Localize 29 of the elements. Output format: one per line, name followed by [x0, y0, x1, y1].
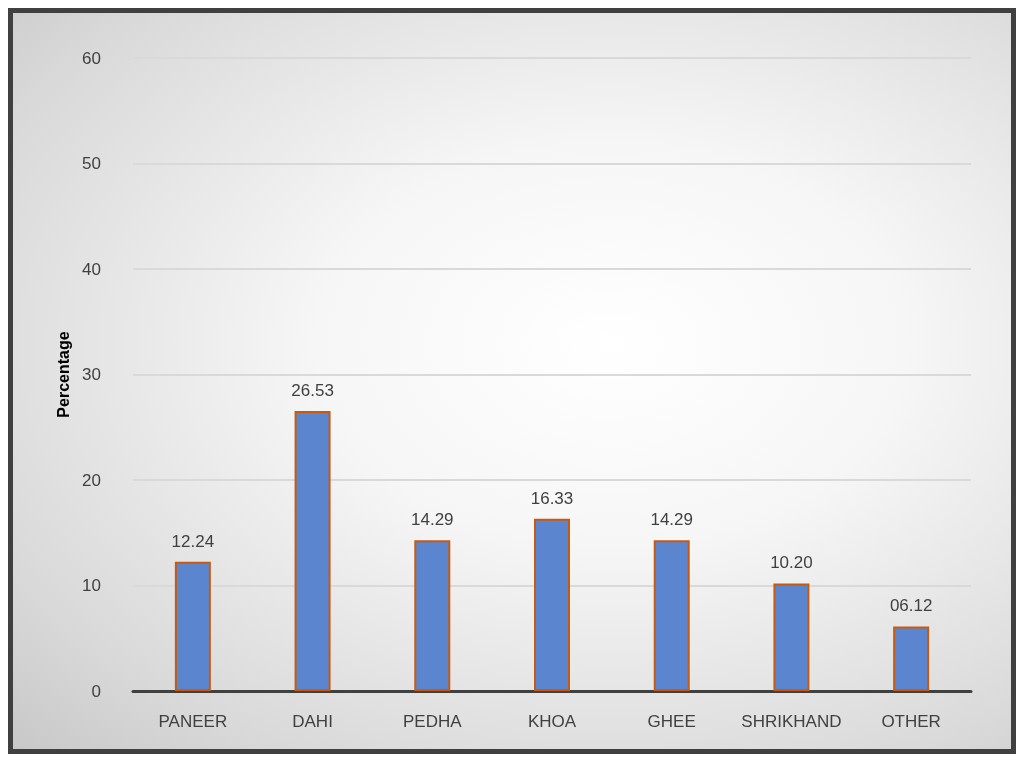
x-tick-label: KHOA [527, 712, 577, 731]
data-label: 06.12 [889, 596, 933, 616]
y-tick-label: 40 [82, 259, 101, 279]
data-label: 10.20 [770, 553, 813, 573]
data-label: 14.29 [411, 510, 454, 530]
bar [534, 518, 570, 691]
x-tick-label: SHRIKHAND [741, 712, 842, 731]
data-label: 12.24 [171, 531, 215, 551]
bar [893, 626, 930, 691]
x-tick-label: OTHER [881, 712, 941, 731]
x-tick-label: GHEE [647, 712, 696, 731]
bar [414, 540, 451, 691]
bar [773, 583, 810, 691]
x-tick-label: PEDHA [403, 712, 463, 731]
x-tick-label: PANEER [158, 712, 228, 731]
y-tick-label: 20 [82, 470, 101, 490]
y-tick-label: 30 [82, 365, 101, 384]
y-tick-label: 60 [82, 48, 101, 68]
data-label: 16.33 [530, 488, 574, 508]
data-label: 26.53 [291, 381, 334, 401]
y-tick-label: 10 [82, 576, 101, 595]
bar [653, 540, 690, 691]
bar [294, 411, 331, 691]
y-tick-label: 0 [91, 681, 101, 701]
x-tick-label: DAHI [292, 712, 333, 731]
data-label: 14.29 [650, 510, 693, 530]
y-axis-title: Percentage [54, 331, 72, 418]
y-tick-label: 50 [82, 154, 101, 173]
bar [174, 561, 211, 691]
